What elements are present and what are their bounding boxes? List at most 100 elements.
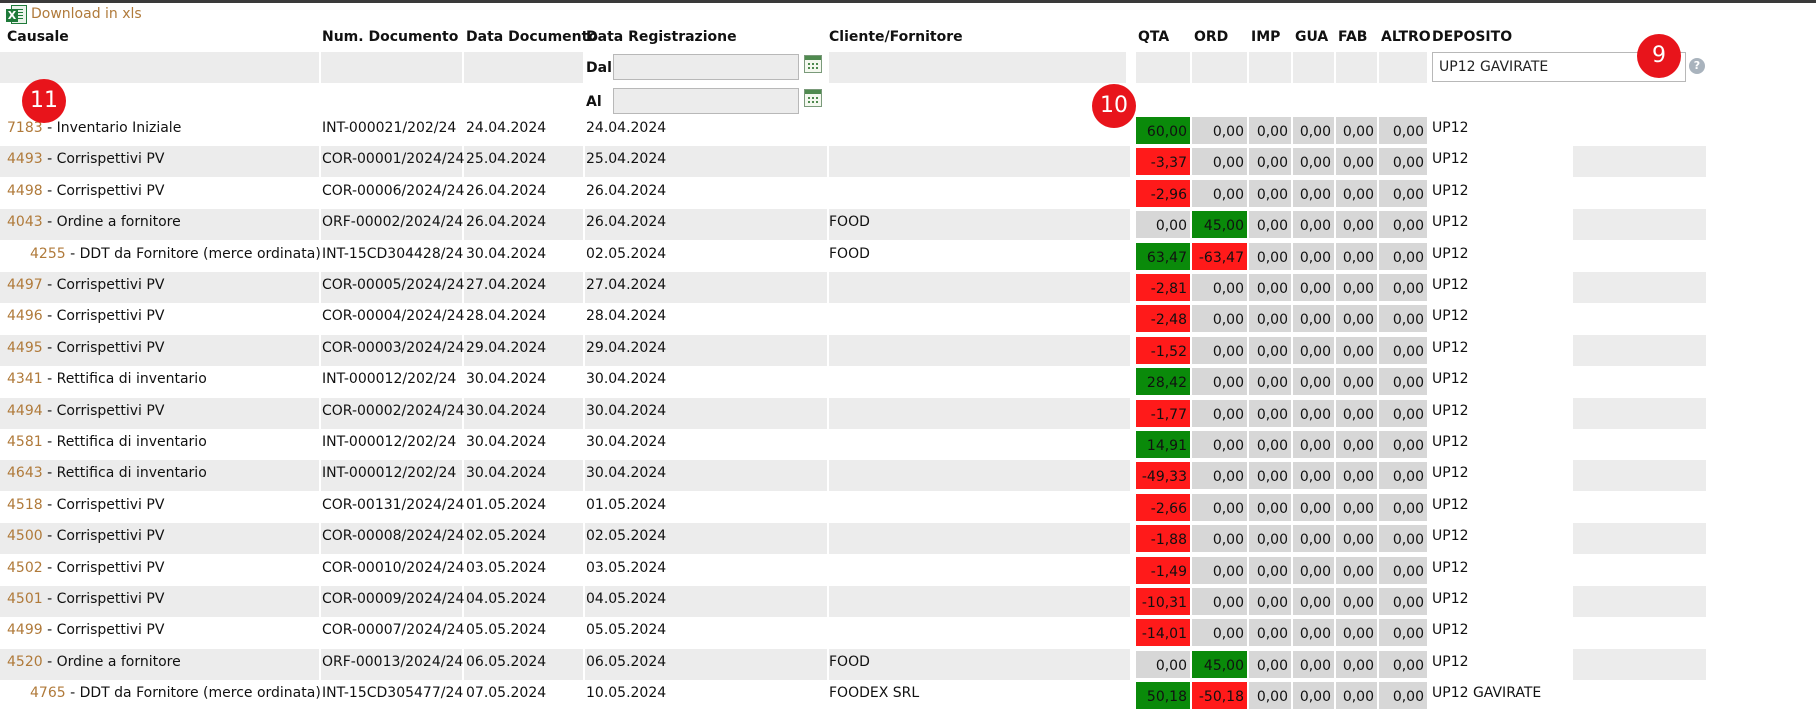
- data-documento-cell: 03.05.2024: [466, 559, 547, 576]
- gua-cell: 0,00: [1293, 493, 1334, 521]
- deposito-cell: UP12: [1432, 465, 1469, 482]
- altro-cell: 0,00: [1379, 493, 1427, 521]
- causale-id-link[interactable]: 4502: [7, 559, 43, 576]
- fab-cell: 0,00: [1336, 431, 1377, 458]
- causale-id-link[interactable]: 4581: [7, 434, 43, 450]
- num-documento-cell: ORF-00002/2024/24: [322, 214, 464, 231]
- imp-cell: 0,00: [1249, 431, 1291, 458]
- causale-id-link[interactable]: 4518: [7, 496, 43, 513]
- causale-id-link[interactable]: 4043: [7, 214, 43, 231]
- causale-id-link[interactable]: 4643: [7, 465, 43, 482]
- table-row: 4499 - Corrispettivi PV COR-00007/2024/24…: [0, 617, 1816, 648]
- row-stripe: [585, 397, 827, 429]
- row-stripe: [829, 209, 969, 241]
- help-icon[interactable]: ?: [1689, 58, 1705, 74]
- row-stripe: [0, 146, 319, 178]
- altro-cell: 0,00: [1379, 650, 1427, 678]
- gua-cell: 0,00: [1293, 242, 1334, 270]
- table-row: 4498 - Corrispettivi PV COR-00006/2024/24…: [0, 178, 1816, 209]
- causale-cell: 4497 - Corrispettivi PV: [7, 277, 164, 293]
- causale-id-link[interactable]: 4496: [7, 308, 43, 325]
- num-documento-cell: COR-00131/2024/24: [322, 496, 465, 513]
- causale-id-link[interactable]: 4765: [30, 685, 66, 702]
- table-row: 4765 - DDT da Fornitore (merce ordinata)…: [0, 680, 1816, 711]
- causale-separator: -: [65, 685, 80, 702]
- causale-separator: -: [42, 308, 57, 325]
- causale-separator: -: [42, 277, 57, 293]
- causale-label: Corrispettivi PV: [56, 339, 165, 356]
- download-xls-link[interactable]: X Download in xls: [6, 3, 142, 25]
- deposito-cell: UP12: [1432, 434, 1469, 450]
- data-registrazione-cell: 04.05.2024: [586, 591, 667, 607]
- causale-id-link[interactable]: 4493: [7, 151, 43, 168]
- calendar-icon-dal[interactable]: [804, 55, 822, 73]
- data-documento-cell: 29.04.2024: [466, 339, 547, 356]
- causale-id-link[interactable]: 4498: [7, 182, 43, 199]
- causale-separator: -: [65, 245, 80, 262]
- data-documento-cell: 24.04.2024: [466, 120, 547, 136]
- deposito-cell: UP12: [1432, 559, 1469, 576]
- header-ord: ORD: [1194, 29, 1229, 45]
- causale-label: DDT da Fornitore (merce ordinata): [79, 245, 321, 262]
- num-documento-cell: COR-00010/2024/24: [322, 559, 465, 576]
- causale-id-link[interactable]: 4497: [7, 277, 43, 293]
- row-stripe: [464, 272, 583, 303]
- causale-id-link[interactable]: 4500: [7, 528, 43, 545]
- causale-cell: 4043 - Ordine a fornitore: [7, 214, 181, 230]
- fab-cell: 0,00: [1336, 336, 1377, 364]
- causale-id-link[interactable]: 4501: [7, 591, 43, 607]
- fab-cell: 0,00: [1336, 117, 1377, 144]
- causale-id-link[interactable]: 4495: [7, 339, 43, 356]
- data-registrazione-cell: 02.05.2024: [586, 245, 667, 262]
- causale-id-link[interactable]: 7183: [7, 120, 43, 136]
- qta-cell: -2,48: [1136, 305, 1190, 333]
- gua-cell: 0,00: [1293, 399, 1334, 427]
- ord-cell: 0,00: [1192, 588, 1247, 615]
- row-stripe: [585, 523, 827, 555]
- excel-icon: X: [6, 4, 27, 24]
- al-date-input[interactable]: [613, 88, 799, 114]
- causale-cell: 4643 - Rettifica di inventario: [7, 465, 207, 481]
- table-row: 4643 - Rettifica di inventario INT-000012…: [0, 460, 1816, 492]
- causale-id-link[interactable]: 4494: [7, 402, 43, 419]
- dal-date-input[interactable]: [613, 54, 799, 80]
- imp-cell: 0,00: [1249, 242, 1291, 270]
- row-stripe: [464, 648, 583, 680]
- causale-label: Rettifica di inventario: [56, 434, 207, 450]
- causale-label: Corrispettivi PV: [56, 402, 165, 419]
- causale-id-link[interactable]: 4341: [7, 371, 43, 388]
- causale-cell: 4341 - Rettifica di inventario: [7, 371, 207, 387]
- causale-label: Corrispettivi PV: [56, 182, 165, 199]
- altro-cell: 0,00: [1379, 148, 1427, 176]
- row-stripe: [321, 334, 462, 366]
- ord-cell: 0,00: [1192, 431, 1247, 458]
- altro-cell: 0,00: [1379, 305, 1427, 333]
- filter-al-label: Al: [586, 94, 602, 110]
- data-documento-cell: 25.04.2024: [466, 151, 547, 168]
- deposito-cell: UP12: [1432, 339, 1469, 356]
- gua-cell: 0,00: [1293, 148, 1334, 176]
- ord-cell: 0,00: [1192, 148, 1247, 176]
- data-documento-cell: 06.05.2024: [466, 653, 547, 670]
- row-stripe: [464, 334, 583, 366]
- causale-id-link[interactable]: 4255: [30, 245, 66, 262]
- row-stripe: [321, 272, 462, 303]
- row-stripe: [1573, 334, 1706, 366]
- altro-cell: 0,00: [1379, 588, 1427, 615]
- gua-cell: 0,00: [1293, 117, 1334, 144]
- row-stripe: [1573, 209, 1706, 241]
- causale-id-link[interactable]: 4499: [7, 622, 43, 639]
- deposito-cell: UP12: [1432, 371, 1469, 388]
- data-documento-cell: 05.05.2024: [466, 622, 547, 639]
- calendar-icon-al[interactable]: [804, 89, 822, 107]
- deposito-cell: UP12: [1432, 308, 1469, 325]
- data-registrazione-cell: 25.04.2024: [586, 151, 667, 168]
- causale-id-link[interactable]: 4520: [7, 653, 43, 670]
- data-documento-cell: 02.05.2024: [466, 528, 547, 545]
- causale-label: Ordine a fornitore: [56, 653, 181, 670]
- row-stripe: [969, 334, 1130, 366]
- num-documento-cell: COR-00008/2024/24: [322, 528, 465, 545]
- gua-cell: 0,00: [1293, 305, 1334, 333]
- imp-cell: 0,00: [1249, 179, 1291, 207]
- altro-cell: 0,00: [1379, 431, 1427, 458]
